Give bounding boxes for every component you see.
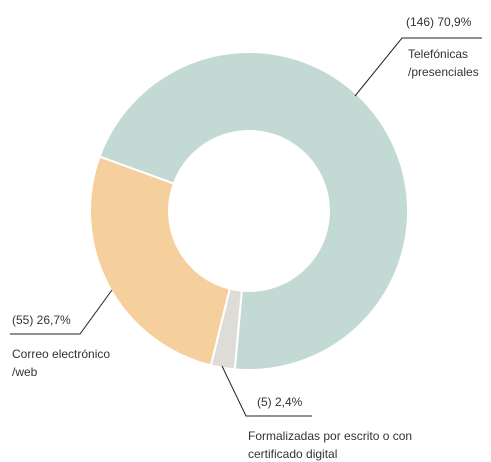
category-label: Correo electrónico [12,347,110,361]
category-label: /web [12,365,38,379]
leader-line [354,37,482,97]
category-label: Telefónicas [408,47,468,61]
leader-line [221,365,312,417]
value-label: (5) 2,4% [257,395,303,409]
leader-line [10,289,113,335]
donut-slice [98,51,409,371]
value-label: (146) 70,9% [406,15,472,29]
value-label: (55) 26,7% [12,313,71,327]
category-label: Formalizadas por escrito o con [248,429,412,443]
category-label: certificado digital [248,447,337,461]
category-label: /presenciales [408,65,479,79]
donut-slice [89,155,232,367]
